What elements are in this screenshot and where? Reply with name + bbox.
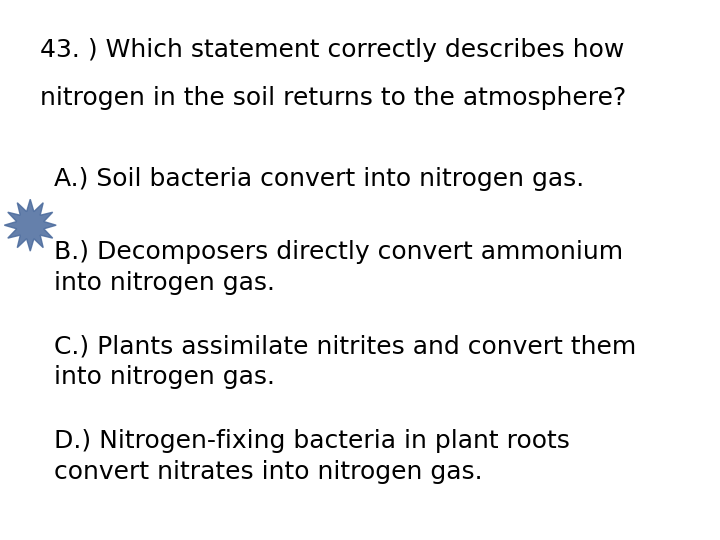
- Text: C.) Plants assimilate nitrites and convert them
into nitrogen gas.: C.) Plants assimilate nitrites and conve…: [54, 335, 636, 389]
- Text: nitrogen in the soil returns to the atmosphere?: nitrogen in the soil returns to the atmo…: [40, 86, 626, 110]
- Text: A.) Soil bacteria convert into nitrogen gas.: A.) Soil bacteria convert into nitrogen …: [54, 167, 584, 191]
- Text: D.) Nitrogen-fixing bacteria in plant roots
convert nitrates into nitrogen gas.: D.) Nitrogen-fixing bacteria in plant ro…: [54, 429, 570, 484]
- Text: 43. ) Which statement correctly describes how: 43. ) Which statement correctly describe…: [40, 38, 624, 62]
- Text: B.) Decomposers directly convert ammonium
into nitrogen gas.: B.) Decomposers directly convert ammoniu…: [54, 240, 623, 295]
- Polygon shape: [4, 199, 56, 251]
